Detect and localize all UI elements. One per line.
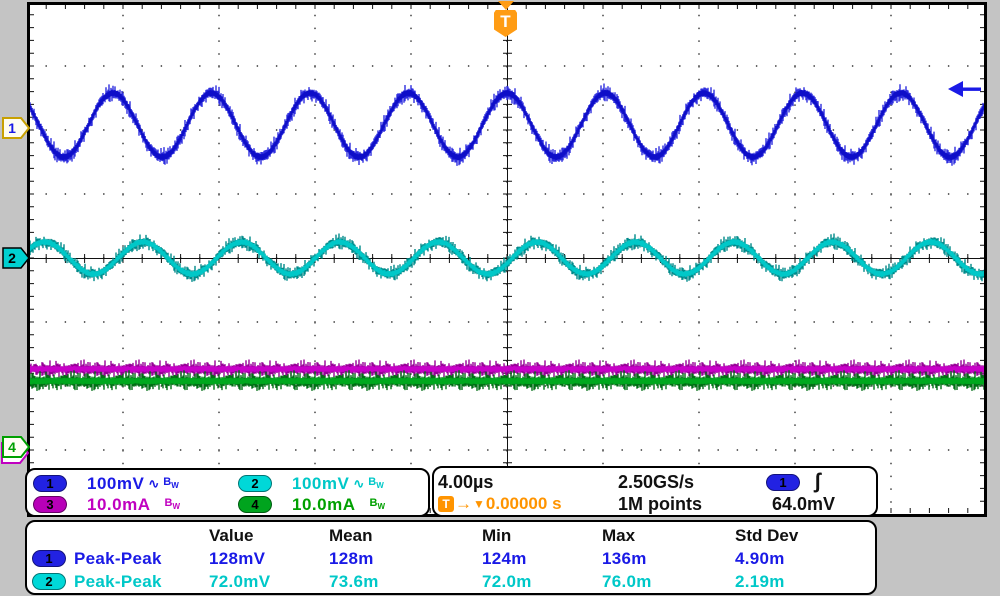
table-row: 1 Peak-Peak (32, 549, 209, 569)
trigger-position-value: 0.00000 s (485, 494, 562, 513)
measurement-stddev: 4.90m (735, 548, 785, 568)
channel-readout-box: 1 100mV ∿ BW 2 100mV ∿ BW 3 10.0mA BW 4 … (25, 468, 430, 517)
table-row: 2 Peak-Peak (32, 572, 209, 592)
trigger-position-triangle-icon[interactable] (498, 1, 514, 10)
measurement-value: 72.0mV (209, 571, 271, 591)
sample-rate: 2.50GS/s (618, 471, 695, 492)
channel-2-badge: 2 (238, 475, 272, 492)
trigger-position-flag[interactable]: T (494, 10, 517, 37)
channel-2-badge: 2 (32, 573, 66, 590)
bandwidth-limit-icon: BW (368, 476, 384, 491)
channel-1-marker[interactable]: 1 (2, 117, 30, 139)
channel-2-scale: 100mV (292, 473, 350, 493)
column-header-mean: Mean (329, 525, 373, 545)
trigger-t-icon: T (438, 496, 454, 512)
record-length: 1M points (618, 493, 702, 514)
triangle-down-icon: ▼ (473, 497, 485, 511)
ac-coupling-sine-icon: ∿ (353, 475, 365, 491)
trigger-source-badge: 1 (766, 473, 800, 491)
rising-edge-icon: ʃ (814, 470, 821, 493)
measurement-stddev: 2.19m (735, 571, 785, 591)
channel-3-badge: 3 (33, 496, 67, 513)
trigger-level: 64.0mV (772, 493, 836, 514)
svg-text:4: 4 (8, 439, 16, 455)
arrow-right-icon: → (455, 494, 472, 513)
measurement-mean: 128m (329, 548, 374, 568)
channel-1-badge: 1 (32, 550, 66, 567)
column-header-min: Min (482, 525, 512, 545)
graticule (27, 2, 987, 517)
channel-4-badge: 4 (238, 496, 272, 513)
column-header-value: Value (209, 525, 254, 545)
channel-2-marker[interactable]: 2 (2, 247, 30, 269)
column-header-stddev: Std Dev (735, 525, 799, 545)
measurement-max: 136m (602, 548, 647, 568)
column-header-max: Max (602, 525, 636, 545)
horizontal-trigger-readout-box: 4.00µs 2.50GS/s 1 ʃ T → ▼ 0.00000 s 1M poin… (432, 466, 878, 517)
bandwidth-limit-icon: BW (164, 497, 180, 512)
bandwidth-limit-icon: BW (163, 476, 179, 491)
channel-1-scale: 100mV (87, 473, 145, 493)
measurement-max: 76.0m (602, 571, 652, 591)
measurement-value: 128mV (209, 548, 266, 568)
channel-1-readout[interactable]: 1 100mV ∿ BW (33, 473, 238, 494)
channel-4-scale: 10.0mA (292, 494, 356, 514)
channel-3-readout[interactable]: 3 10.0mA BW (33, 494, 238, 515)
trigger-position-readout: T → ▼ 0.00000 s (438, 494, 618, 514)
svg-text:1: 1 (8, 120, 16, 136)
measurement-min: 124m (482, 548, 527, 568)
channel-1-badge: 1 (33, 475, 67, 492)
measurement-min: 72.0m (482, 571, 532, 591)
time-per-div: 4.00µs (438, 471, 494, 492)
measurement-mean: 73.6m (329, 571, 379, 591)
channel-2-readout[interactable]: 2 100mV ∿ BW (238, 473, 428, 494)
measurement-name: Peak-Peak (74, 571, 162, 591)
graticule-svg (27, 2, 987, 517)
measurement-table: Value Mean Min Max Std Dev 1 Peak-Peak 1… (25, 520, 877, 595)
ac-coupling-sine-icon: ∿ (148, 475, 160, 491)
bandwidth-limit-icon: BW (369, 497, 385, 512)
svg-text:2: 2 (8, 250, 16, 266)
trigger-source[interactable]: 1 ʃ (766, 470, 876, 494)
trigger-level-arrow-icon[interactable] (944, 77, 986, 101)
channel-4-readout[interactable]: 4 10.0mA BW (238, 494, 428, 515)
measurement-name: Peak-Peak (74, 548, 162, 568)
channel-3-scale: 10.0mA (87, 494, 151, 514)
channel-4-marker[interactable]: 4 (2, 436, 30, 458)
